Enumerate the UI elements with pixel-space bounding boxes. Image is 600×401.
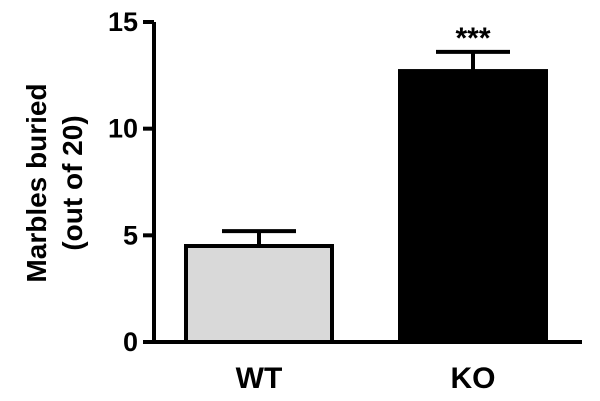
y-axis-label-line2: (out of 20)	[57, 115, 88, 250]
x-category-label-wt: WT	[236, 362, 283, 395]
y-axis-label-line1: Marbles buried	[21, 83, 52, 282]
bar-ko	[398, 69, 548, 344]
bar-wt	[184, 244, 334, 344]
y-tick-label: 15	[108, 7, 138, 37]
y-axis-ticks: 0 5 10 15	[108, 7, 154, 357]
bars-group: ***	[184, 22, 548, 344]
x-category-label-ko: KO	[451, 362, 496, 395]
y-tick-label: 5	[123, 220, 138, 250]
significance-annotation: ***	[455, 22, 490, 55]
y-tick-label: 0	[123, 327, 138, 357]
y-tick-label: 10	[108, 114, 138, 144]
x-axis-categories: WT KO	[236, 362, 496, 395]
